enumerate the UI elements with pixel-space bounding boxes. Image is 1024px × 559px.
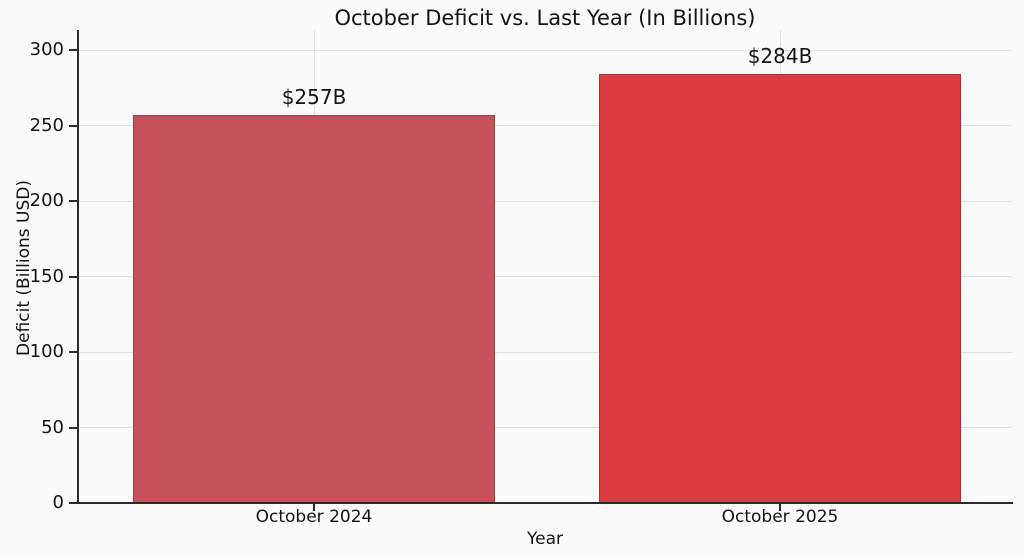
chart-title: October Deficit vs. Last Year (In Billio…	[334, 6, 756, 30]
y-tick-mark	[69, 124, 77, 127]
y-tick-mark	[69, 200, 77, 202]
gridline-horizontal	[79, 351, 1012, 353]
y-tick-mark	[69, 49, 77, 51]
x-tick-label: October 2025	[721, 507, 839, 527]
bar-value-label: $284B	[747, 44, 813, 69]
gridline-horizontal	[79, 276, 1012, 277]
y-tick-label: 300	[29, 39, 64, 60]
bar-value-label: $257B	[281, 84, 347, 109]
y-tick-label: 100	[29, 341, 64, 362]
x-tick-mark	[313, 504, 315, 511]
y-tick-mark	[69, 502, 77, 504]
y-tick-label: 150	[29, 265, 64, 287]
gridline-horizontal	[79, 200, 1012, 202]
y-tick-label: 200	[29, 190, 64, 211]
y-tick-mark	[69, 351, 77, 353]
gridline-horizontal	[79, 125, 1012, 126]
bar-october-2024	[133, 114, 495, 503]
gridline-horizontal	[79, 49, 1012, 51]
gridline-horizontal	[79, 427, 1012, 428]
y-tick-label: 50	[41, 416, 64, 438]
x-tick-mark	[779, 504, 781, 511]
x-tick-label: October 2024	[255, 507, 373, 527]
x-axis-spine	[77, 502, 1013, 504]
y-tick-mark	[69, 275, 77, 278]
y-tick-label: 250	[29, 114, 64, 136]
x-axis-label: Year	[527, 529, 563, 549]
y-tick-label: 0	[52, 492, 64, 513]
bar-october-2025	[599, 74, 961, 503]
y-axis-spine	[77, 30, 79, 504]
y-tick-mark	[69, 426, 77, 429]
